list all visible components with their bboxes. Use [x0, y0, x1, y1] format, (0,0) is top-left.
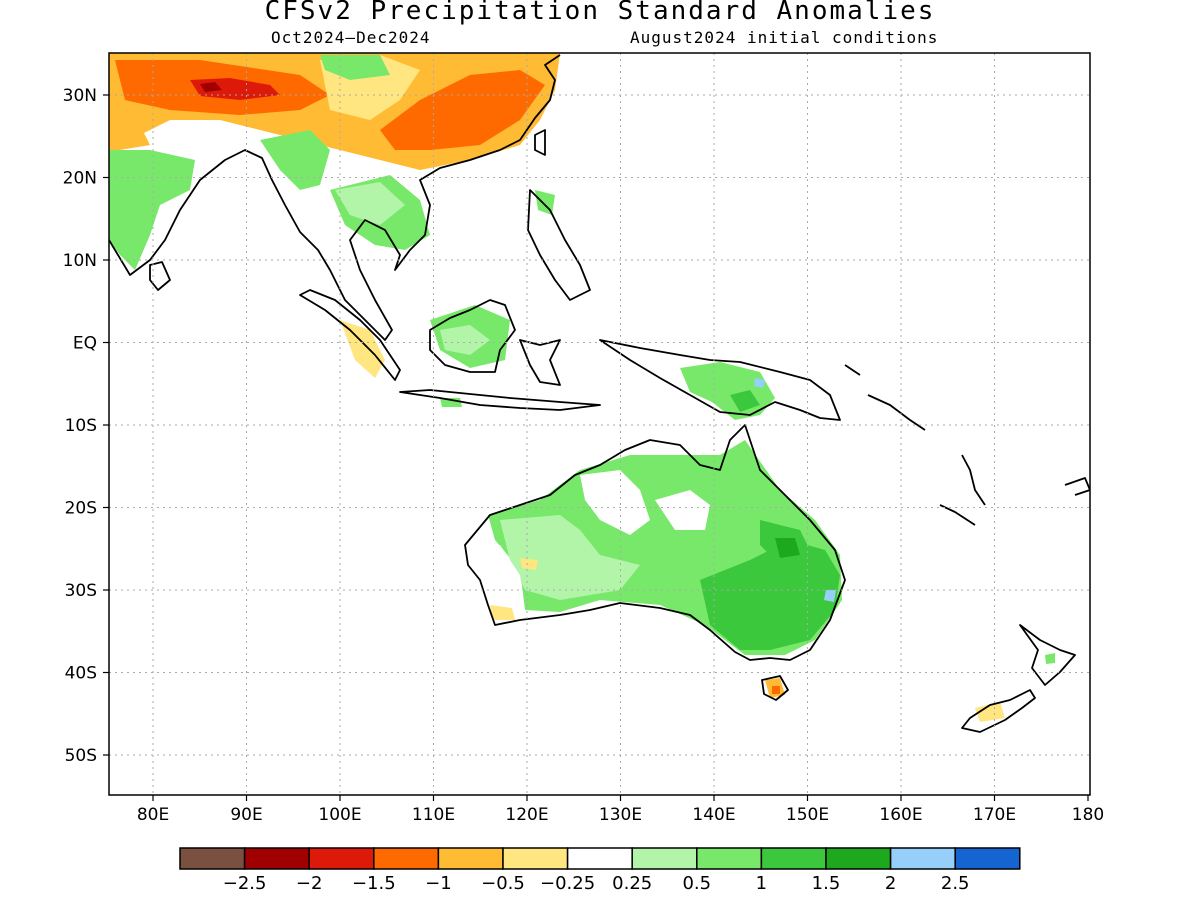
- sumatra-dry-area: [340, 320, 385, 378]
- lon-tick-label: 110E: [412, 805, 455, 825]
- coastlines: [109, 54, 1090, 733]
- lon-tick-label: 120E: [505, 805, 548, 825]
- axis-labels: 80E 90E 100E 110E 120E 130E 140E 150E 160E 170E 18…: [63, 86, 1105, 825]
- color-scale-label: 0.5: [682, 873, 711, 894]
- taiwan-coastline: [534, 129, 546, 156]
- new-guinea-wet-area: [680, 362, 775, 420]
- lat-lon-grid: [109, 53, 1090, 795]
- lat-tick-label: 10N: [63, 251, 97, 271]
- indochina-light-wet-area: [335, 182, 405, 225]
- tasmania-strong-dry-area: [772, 686, 780, 694]
- color-scale-bar: −2.5 −2 −1.5 −1 −0.5 −0.25 0.25 0.5 1 1.5 2 2.5: [179, 847, 1021, 894]
- lon-tick-label: 150E: [786, 805, 829, 825]
- tibet-wet-area: [320, 55, 390, 80]
- color-swatch: [696, 847, 763, 870]
- lon-tick-label: 100E: [318, 805, 361, 825]
- color-scale-label: −1: [425, 873, 452, 894]
- new-guinea-coastline: [599, 339, 841, 421]
- india-wet-area: [109, 150, 195, 270]
- australia-strong-wet-area: [775, 538, 800, 558]
- color-scale-label: 2.5: [941, 873, 970, 894]
- asia-coastline: [109, 54, 561, 341]
- anomaly-fields: [109, 53, 1055, 722]
- color-swatch: [760, 847, 827, 870]
- lon-tick-label: 80E: [137, 805, 169, 825]
- map-frame: [108, 52, 1091, 796]
- initial-conditions: August2024 initial conditions: [630, 28, 939, 47]
- australia-coast-extreme-wet-area: [824, 590, 836, 602]
- tibet-extreme-dry-area: [200, 82, 222, 92]
- new-zealand-south-coastline: [961, 689, 1036, 733]
- color-swatch: [889, 847, 956, 870]
- color-swatch: [502, 847, 569, 870]
- color-scale-label: −0.25: [540, 873, 595, 894]
- philippines-coastline: [527, 189, 591, 301]
- new-guinea-extreme-wet-area: [754, 378, 765, 388]
- australia-coastline: [464, 424, 846, 661]
- australia-southwest-dry-area: [490, 605, 515, 620]
- color-swatch: [308, 847, 375, 870]
- lat-tick-label: 30S: [65, 581, 97, 601]
- map-title: CFSv2 Precipitation Standard Anomalies: [264, 0, 936, 26]
- lat-tick-label: 20N: [63, 169, 97, 189]
- color-scale-label: −1.5: [352, 873, 396, 894]
- new-zealand-wet-area: [1045, 653, 1055, 664]
- lon-tick-label: 130E: [599, 805, 642, 825]
- borneo-light-wet-area: [440, 325, 490, 355]
- color-swatch: [631, 847, 698, 870]
- lat-tick-label: 30N: [63, 86, 97, 106]
- philippines-wet-area: [535, 190, 555, 215]
- sulawesi-coastline: [519, 339, 561, 386]
- lat-tick-label: 20S: [65, 499, 97, 519]
- color-swatch: [825, 847, 892, 870]
- australia-interior-dry-area: [520, 558, 538, 570]
- new-zealand-dry-area: [975, 702, 1005, 722]
- color-scale-label: −0.5: [481, 873, 525, 894]
- lon-tick-label: 90E: [230, 805, 262, 825]
- color-swatch: [179, 847, 246, 870]
- pacific-islands-coastline: [844, 364, 1090, 526]
- australia-central-neutral-area: [655, 490, 710, 530]
- color-scale-label: −2.5: [223, 873, 267, 894]
- axis-ticks: [103, 94, 1089, 801]
- china-strong-dry-area: [380, 70, 545, 150]
- lat-tick-label: EQ: [73, 334, 97, 354]
- color-swatch: [373, 847, 440, 870]
- lon-tick-label: 180: [1072, 805, 1104, 825]
- color-scale-label: 1: [756, 873, 767, 894]
- color-swatch: [243, 847, 310, 870]
- forecast-period: Oct2024–Dec2024: [271, 28, 431, 47]
- color-swatch: [437, 847, 504, 870]
- australia-north-neutral-area: [580, 470, 650, 535]
- lat-tick-label: 10S: [65, 416, 97, 436]
- india-dry-area: [109, 125, 150, 150]
- sri-lanka-coastline: [149, 261, 171, 291]
- borneo-coastline: [429, 299, 516, 373]
- color-scale-label: 0.25: [612, 873, 652, 894]
- australia-light-wet-area: [500, 515, 640, 600]
- color-scale-label: −2: [296, 873, 323, 894]
- lat-tick-label: 40S: [65, 664, 97, 684]
- australia-west-neutral-area: [468, 545, 525, 612]
- new-zealand-north-coastline: [1019, 624, 1076, 686]
- australia-east-very-wet-area: [700, 540, 840, 650]
- myanmar-wet-area: [260, 130, 330, 190]
- lon-tick-label: 140E: [692, 805, 735, 825]
- color-swatch: [566, 847, 633, 870]
- sumatra-coastline: [299, 289, 401, 381]
- java-coastline: [399, 389, 601, 411]
- color-scale-label: 2: [885, 873, 896, 894]
- tasmania-coastline: [761, 675, 789, 701]
- color-scale-label: 1.5: [812, 873, 841, 894]
- new-guinea-very-wet-area: [730, 390, 760, 412]
- color-swatch: [954, 847, 1021, 870]
- lat-tick-label: 50S: [65, 746, 97, 766]
- lon-tick-label: 170E: [973, 805, 1016, 825]
- lon-tick-label: 160E: [879, 805, 922, 825]
